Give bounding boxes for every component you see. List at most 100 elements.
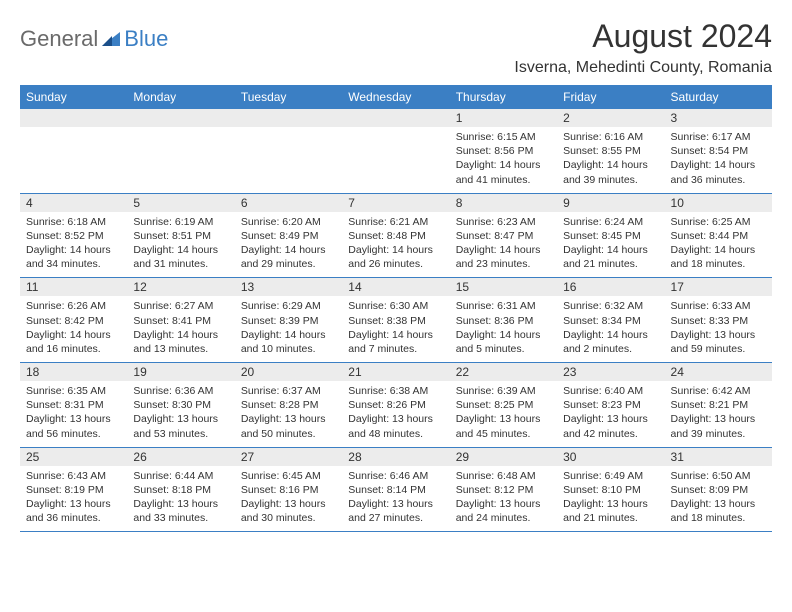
day-number: 25 (20, 448, 127, 466)
daylight-text: Daylight: 13 hours and 48 minutes. (348, 412, 443, 440)
logo-sail-icon (100, 30, 122, 48)
sunrise-text: Sunrise: 6:29 AM (241, 299, 336, 313)
calendar-day: 9Sunrise: 6:24 AMSunset: 8:45 PMDaylight… (557, 193, 664, 278)
daylight-text: Daylight: 14 hours and 7 minutes. (348, 328, 443, 356)
day-number: 14 (342, 278, 449, 296)
calendar-day-empty (20, 109, 127, 193)
page: General Blue August 2024 Isverna, Mehedi… (0, 0, 792, 550)
calendar-day-empty (235, 109, 342, 193)
calendar-day: 31Sunrise: 6:50 AMSunset: 8:09 PMDayligh… (665, 447, 772, 532)
sunrise-text: Sunrise: 6:31 AM (456, 299, 551, 313)
sunrise-text: Sunrise: 6:44 AM (133, 469, 228, 483)
calendar-table: SundayMondayTuesdayWednesdayThursdayFrid… (20, 85, 772, 532)
calendar-day: 11Sunrise: 6:26 AMSunset: 8:42 PMDayligh… (20, 278, 127, 363)
calendar-day: 25Sunrise: 6:43 AMSunset: 8:19 PMDayligh… (20, 447, 127, 532)
day-details: Sunrise: 6:38 AMSunset: 8:26 PMDaylight:… (342, 381, 449, 447)
sunset-text: Sunset: 8:10 PM (563, 483, 658, 497)
sunrise-text: Sunrise: 6:48 AM (456, 469, 551, 483)
day-number: 5 (127, 194, 234, 212)
daylight-text: Daylight: 13 hours and 24 minutes. (456, 497, 551, 525)
day-details: Sunrise: 6:24 AMSunset: 8:45 PMDaylight:… (557, 212, 664, 278)
calendar-day: 20Sunrise: 6:37 AMSunset: 8:28 PMDayligh… (235, 363, 342, 448)
day-header-row: SundayMondayTuesdayWednesdayThursdayFrid… (20, 85, 772, 109)
calendar-week: 11Sunrise: 6:26 AMSunset: 8:42 PMDayligh… (20, 278, 772, 363)
day-header: Thursday (450, 85, 557, 109)
day-details: Sunrise: 6:46 AMSunset: 8:14 PMDaylight:… (342, 466, 449, 532)
page-title: August 2024 (514, 18, 772, 55)
sunset-text: Sunset: 8:38 PM (348, 314, 443, 328)
sunset-text: Sunset: 8:54 PM (671, 144, 766, 158)
daylight-text: Daylight: 14 hours and 21 minutes. (563, 243, 658, 271)
sunset-text: Sunset: 8:31 PM (26, 398, 121, 412)
day-number: 23 (557, 363, 664, 381)
calendar-day: 2Sunrise: 6:16 AMSunset: 8:55 PMDaylight… (557, 109, 664, 193)
calendar-day: 24Sunrise: 6:42 AMSunset: 8:21 PMDayligh… (665, 363, 772, 448)
sunrise-text: Sunrise: 6:16 AM (563, 130, 658, 144)
calendar-day-empty (127, 109, 234, 193)
day-header: Wednesday (342, 85, 449, 109)
calendar-day: 15Sunrise: 6:31 AMSunset: 8:36 PMDayligh… (450, 278, 557, 363)
calendar-day: 6Sunrise: 6:20 AMSunset: 8:49 PMDaylight… (235, 193, 342, 278)
day-details: Sunrise: 6:33 AMSunset: 8:33 PMDaylight:… (665, 296, 772, 362)
logo: General Blue (20, 26, 168, 52)
day-header: Monday (127, 85, 234, 109)
calendar-day: 4Sunrise: 6:18 AMSunset: 8:52 PMDaylight… (20, 193, 127, 278)
sunset-text: Sunset: 8:41 PM (133, 314, 228, 328)
day-details: Sunrise: 6:35 AMSunset: 8:31 PMDaylight:… (20, 381, 127, 447)
day-number-empty (235, 109, 342, 127)
logo-part1: General (20, 26, 98, 52)
day-number: 6 (235, 194, 342, 212)
daylight-text: Daylight: 13 hours and 45 minutes. (456, 412, 551, 440)
sunset-text: Sunset: 8:14 PM (348, 483, 443, 497)
day-details: Sunrise: 6:48 AMSunset: 8:12 PMDaylight:… (450, 466, 557, 532)
sunset-text: Sunset: 8:33 PM (671, 314, 766, 328)
daylight-text: Daylight: 13 hours and 21 minutes. (563, 497, 658, 525)
calendar-day-empty (342, 109, 449, 193)
daylight-text: Daylight: 14 hours and 41 minutes. (456, 158, 551, 186)
day-details: Sunrise: 6:49 AMSunset: 8:10 PMDaylight:… (557, 466, 664, 532)
sunrise-text: Sunrise: 6:26 AM (26, 299, 121, 313)
day-details: Sunrise: 6:39 AMSunset: 8:25 PMDaylight:… (450, 381, 557, 447)
daylight-text: Daylight: 14 hours and 16 minutes. (26, 328, 121, 356)
day-number-empty (20, 109, 127, 127)
day-number: 17 (665, 278, 772, 296)
day-number: 27 (235, 448, 342, 466)
sunrise-text: Sunrise: 6:32 AM (563, 299, 658, 313)
day-details: Sunrise: 6:43 AMSunset: 8:19 PMDaylight:… (20, 466, 127, 532)
title-block: August 2024 Isverna, Mehedinti County, R… (514, 18, 772, 77)
calendar-day: 5Sunrise: 6:19 AMSunset: 8:51 PMDaylight… (127, 193, 234, 278)
header: General Blue August 2024 Isverna, Mehedi… (20, 18, 772, 77)
day-number: 11 (20, 278, 127, 296)
day-number: 1 (450, 109, 557, 127)
sunset-text: Sunset: 8:23 PM (563, 398, 658, 412)
sunrise-text: Sunrise: 6:39 AM (456, 384, 551, 398)
daylight-text: Daylight: 13 hours and 36 minutes. (26, 497, 121, 525)
day-details: Sunrise: 6:31 AMSunset: 8:36 PMDaylight:… (450, 296, 557, 362)
day-details: Sunrise: 6:20 AMSunset: 8:49 PMDaylight:… (235, 212, 342, 278)
day-number: 30 (557, 448, 664, 466)
daylight-text: Daylight: 14 hours and 31 minutes. (133, 243, 228, 271)
sunset-text: Sunset: 8:21 PM (671, 398, 766, 412)
daylight-text: Daylight: 13 hours and 27 minutes. (348, 497, 443, 525)
sunrise-text: Sunrise: 6:19 AM (133, 215, 228, 229)
day-details-empty (235, 127, 342, 189)
day-details: Sunrise: 6:44 AMSunset: 8:18 PMDaylight:… (127, 466, 234, 532)
calendar-day: 8Sunrise: 6:23 AMSunset: 8:47 PMDaylight… (450, 193, 557, 278)
sunrise-text: Sunrise: 6:46 AM (348, 469, 443, 483)
day-header: Friday (557, 85, 664, 109)
sunset-text: Sunset: 8:39 PM (241, 314, 336, 328)
calendar-day: 10Sunrise: 6:25 AMSunset: 8:44 PMDayligh… (665, 193, 772, 278)
day-details: Sunrise: 6:21 AMSunset: 8:48 PMDaylight:… (342, 212, 449, 278)
sunset-text: Sunset: 8:56 PM (456, 144, 551, 158)
day-number: 13 (235, 278, 342, 296)
calendar-day: 14Sunrise: 6:30 AMSunset: 8:38 PMDayligh… (342, 278, 449, 363)
sunrise-text: Sunrise: 6:18 AM (26, 215, 121, 229)
daylight-text: Daylight: 13 hours and 59 minutes. (671, 328, 766, 356)
calendar-day: 30Sunrise: 6:49 AMSunset: 8:10 PMDayligh… (557, 447, 664, 532)
day-number: 3 (665, 109, 772, 127)
daylight-text: Daylight: 13 hours and 50 minutes. (241, 412, 336, 440)
day-details: Sunrise: 6:45 AMSunset: 8:16 PMDaylight:… (235, 466, 342, 532)
day-details-empty (20, 127, 127, 189)
day-number: 9 (557, 194, 664, 212)
sunset-text: Sunset: 8:48 PM (348, 229, 443, 243)
